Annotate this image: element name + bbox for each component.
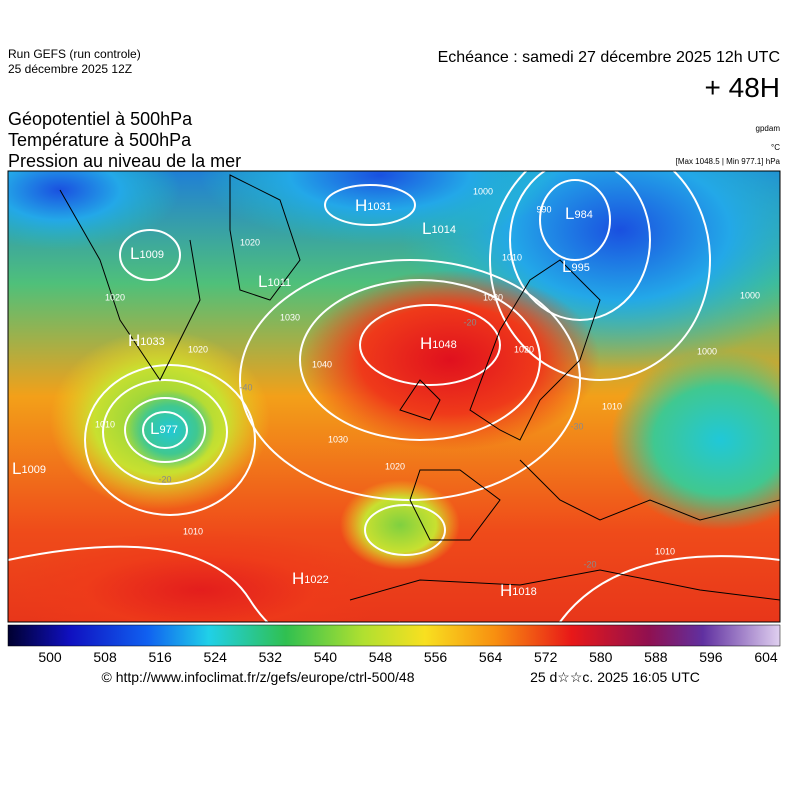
isobar-label: 990 <box>536 204 551 214</box>
isobar-label: 1010 <box>655 546 675 556</box>
unit-label: °C <box>771 143 780 152</box>
valid-time: Echéance : samedi 27 décembre 2025 12h U… <box>438 49 780 66</box>
colorbar-label: 508 <box>93 649 117 665</box>
isobar-label: 1010 <box>183 526 203 536</box>
pressure-center: L1011 <box>258 272 291 291</box>
isobar-label: 1020 <box>240 237 260 247</box>
isobar-label: 1030 <box>280 312 300 322</box>
unit-label: gpdam <box>756 124 781 133</box>
isobar-label: 1010 <box>602 401 622 411</box>
isobar-label: 1000 <box>697 346 717 356</box>
isobar-label: 1010 <box>502 252 522 262</box>
isobar-label: 1030 <box>328 434 348 444</box>
colorbar-label: 572 <box>534 649 558 665</box>
source-url: © http://www.infoclimat.fr/z/gefs/europe… <box>101 669 414 685</box>
isobar-label: 1020 <box>385 461 405 471</box>
colorbar-label: 516 <box>148 649 172 665</box>
colorbar-label: 540 <box>314 649 338 665</box>
pressure-center: L995 <box>562 257 590 276</box>
run-date: 25 décembre 2025 12Z <box>8 62 132 76</box>
pressure-center: H1018 <box>500 581 537 600</box>
generated-time: 25 d☆☆c. 2025 16:05 UTC <box>530 669 700 685</box>
isobar-label: 1020 <box>188 344 208 354</box>
isobar-label: 1030 <box>483 292 503 302</box>
coastlines <box>59 174 780 601</box>
colorbar-label: 564 <box>479 649 503 665</box>
cold-core <box>125 390 215 470</box>
cold-area <box>610 350 780 530</box>
isobar-label: 1000 <box>473 186 493 196</box>
pressure-center: L1009 <box>12 459 46 478</box>
temperature-label: -40 <box>239 382 252 392</box>
warm-area <box>10 530 390 622</box>
map-frame <box>7 170 781 623</box>
cold-area <box>8 171 180 250</box>
temperature-label: -20 <box>463 317 476 327</box>
cool-area <box>340 480 460 570</box>
pressure-center: L1009 <box>130 244 164 263</box>
colorbar-label: 548 <box>369 649 393 665</box>
colorbar-labels: 500 508 516 524 532 540 548 556 564 572 580 588 596 6… <box>38 649 778 665</box>
colorbar-label: 580 <box>589 649 613 665</box>
temperature-label: -20 <box>583 559 596 569</box>
isobar-label: 1020 <box>105 292 125 302</box>
colorbar-label: 532 <box>259 649 283 665</box>
pressure-center: L984 <box>565 204 593 223</box>
isobar-label: 1020 <box>514 344 534 354</box>
run-title: Run GEFS (run controle) <box>8 47 141 61</box>
colorbar-label: 596 <box>699 649 723 665</box>
pressure-center: H1033 <box>128 331 165 350</box>
lead-time: + 48H <box>705 72 781 103</box>
colorbar <box>7 624 781 647</box>
pressure-center: H1031 <box>355 196 392 215</box>
colorbar-label: 500 <box>38 649 62 665</box>
field-title: Température à 500hPa <box>8 130 192 150</box>
pressure-center: L977 <box>150 419 178 438</box>
extremes-label: [Max 1048.5 | Min 977.1] hPa <box>676 157 781 166</box>
isobar-label: 1010 <box>95 419 115 429</box>
warm-area <box>300 270 600 450</box>
pressure-center: H1022 <box>292 569 329 588</box>
cold-area <box>200 171 560 245</box>
field-title: Géopotentiel à 500hPa <box>8 109 193 129</box>
temperature-label: -30 <box>570 421 583 431</box>
colorbar-label: 556 <box>424 649 448 665</box>
temperature-label: -20 <box>158 474 171 484</box>
colorbar-label: 604 <box>754 649 778 665</box>
isobar-label: 1040 <box>312 359 332 369</box>
isobar-label: 1000 <box>740 290 760 300</box>
map: L1009 H1031 L1014 L984 L1011 L995 H1033 … <box>8 171 780 622</box>
colorbar-label: 524 <box>204 649 228 665</box>
field-title: Pression au niveau de la mer <box>8 151 241 171</box>
colorbar-label: 588 <box>644 649 668 665</box>
pressure-center: H1048 <box>420 334 457 353</box>
pressure-center: L1014 <box>422 219 456 238</box>
